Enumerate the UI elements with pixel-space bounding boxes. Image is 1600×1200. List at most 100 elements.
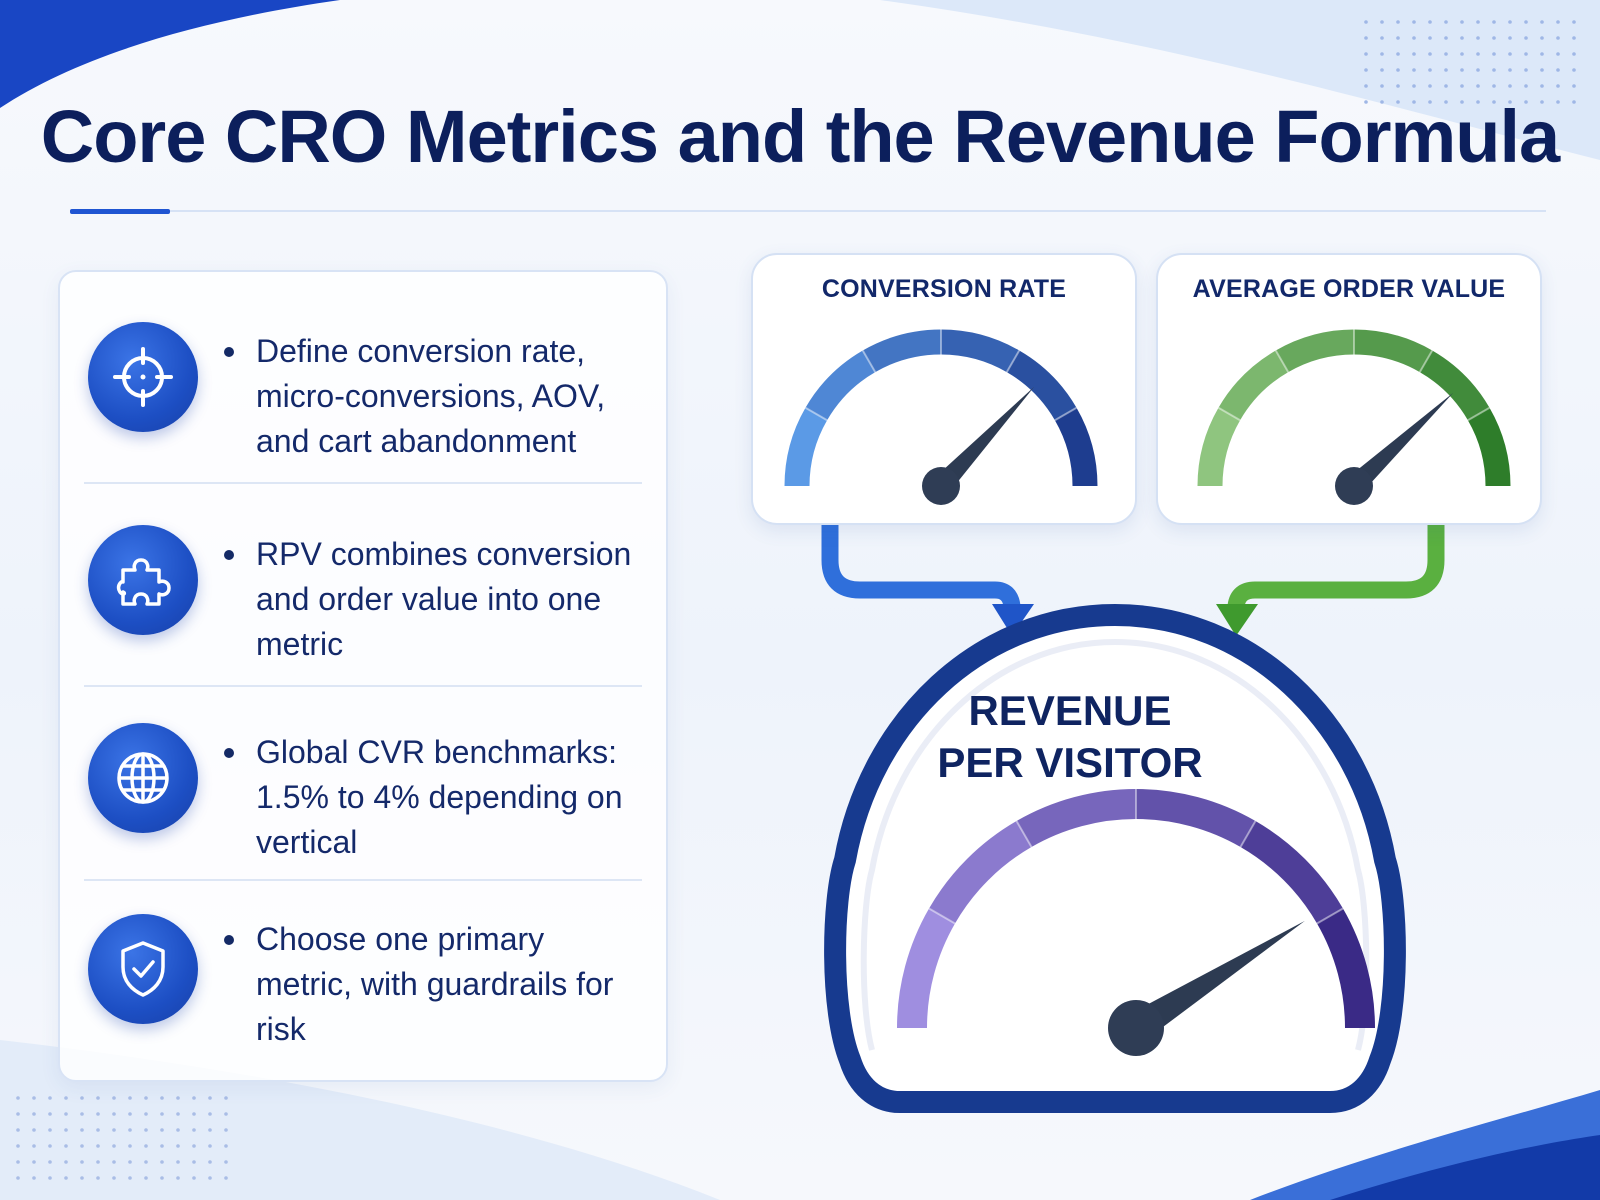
decor-dot (1572, 36, 1576, 40)
decor-dot (1572, 100, 1576, 104)
conversion-rate-arc-segment (862, 329, 942, 373)
decor-dot (176, 1112, 180, 1116)
decor-dot (1396, 100, 1400, 104)
decor-dot (32, 1176, 36, 1180)
decor-dot (1396, 52, 1400, 56)
decor-dot (1428, 20, 1432, 24)
decor-dot (192, 1160, 196, 1164)
rpv-gauge-inner-shadow (860, 638, 1370, 1051)
decor-dot (160, 1096, 164, 1100)
decor-dot (224, 1160, 228, 1164)
decor-dot (1396, 84, 1400, 88)
decor-dot (32, 1096, 36, 1100)
decor-dot (160, 1160, 164, 1164)
decor-dot (1492, 20, 1496, 24)
decor-dot (1364, 100, 1368, 104)
decor-dot (176, 1176, 180, 1180)
decor-dot (1556, 100, 1560, 104)
decor-dot (176, 1160, 180, 1164)
decor-dot (1508, 100, 1512, 104)
decor-dot (1508, 20, 1512, 24)
conversion-rate-needle (933, 386, 1035, 494)
decor-dot (1380, 20, 1384, 24)
decor-dot (128, 1144, 132, 1148)
decor-dot (1556, 20, 1560, 24)
decor-dot (1364, 36, 1368, 40)
dot-pattern-top-right (1364, 20, 1576, 104)
decor-dot (160, 1144, 164, 1148)
decor-dot (1476, 68, 1480, 72)
arrow-aov-to-rpv (1227, 522, 1445, 608)
decor-dot (128, 1112, 132, 1116)
decor-dot (208, 1096, 212, 1100)
bullet-dot (224, 935, 234, 945)
decor-dot (1364, 84, 1368, 88)
list-item: Global CVR benchmarks: 1.5% to 4% depend… (60, 685, 666, 875)
list-item: Define conversion rate, micro-conversion… (60, 282, 666, 472)
decor-dot (208, 1160, 212, 1164)
decor-dot (112, 1112, 116, 1116)
decor-dot (1572, 52, 1576, 56)
decor-dot (224, 1176, 228, 1180)
average-order-value-arc-divider (1418, 349, 1434, 373)
decor-dot (224, 1096, 228, 1100)
decor-dot (144, 1096, 148, 1100)
decor-dot (128, 1176, 132, 1180)
decor-dot (1396, 36, 1400, 40)
decor-dot (144, 1112, 148, 1116)
decor-dot (1460, 52, 1464, 56)
rpv-gauge-frame (824, 603, 1406, 1113)
decor-dot (1460, 20, 1464, 24)
decor-dot (1380, 68, 1384, 72)
decor-dot (192, 1144, 196, 1148)
decor-dot (32, 1112, 36, 1116)
decor-dot (1380, 36, 1384, 40)
conversion-rate-gauge (784, 329, 1098, 505)
average-order-value-label: AVERAGE ORDER VALUE (1192, 275, 1506, 303)
decor-dot (144, 1144, 148, 1148)
decor-dot (32, 1160, 36, 1164)
decor-dot (48, 1176, 52, 1180)
decor-dot (64, 1112, 68, 1116)
conversion-rate-arc-divider (861, 349, 877, 373)
decor-dot (112, 1144, 116, 1148)
decor-dot (1444, 36, 1448, 40)
decor-dot (1444, 52, 1448, 56)
decor-dot (48, 1128, 52, 1132)
revenue-per-visitor-arc-divider (1239, 820, 1257, 848)
conversion-rate-arc-segment (1006, 350, 1077, 421)
decor-dot (112, 1128, 116, 1132)
decor-dot (1380, 100, 1384, 104)
decor-dot (176, 1144, 180, 1148)
conversion-rate-arc-divider (1005, 349, 1021, 373)
bullet-dot (224, 347, 234, 357)
puzzle-piece-icon (88, 525, 198, 635)
revenue-per-visitor-arc-segment (929, 821, 1032, 924)
decor-dot (1508, 52, 1512, 56)
decor-dot (128, 1128, 132, 1132)
decor-dot (192, 1176, 196, 1180)
conversion-rate-arc-segment (805, 350, 876, 421)
decor-dot (16, 1160, 20, 1164)
decor-dot (16, 1112, 20, 1116)
dot-pattern-bottom-left (16, 1096, 228, 1180)
decor-dot (1428, 68, 1432, 72)
revenue-per-visitor-arc-segment (1240, 821, 1343, 924)
list-item-text: Global CVR benchmarks: 1.5% to 4% depend… (256, 734, 623, 860)
conversion-rate-needle-hub (922, 467, 960, 505)
title-underline (70, 210, 1546, 212)
page-title: Core CRO Metrics and the Revenue Formula (40, 95, 1560, 178)
average-order-value-arc-divider (1217, 406, 1241, 422)
decor-dot (1540, 68, 1544, 72)
conversion-rate-arc-segment (1054, 407, 1098, 487)
conversion-rate-label: CONVERSION RATE (821, 275, 1067, 303)
revenue-per-visitor-arc-divider (1015, 820, 1033, 848)
decor-dot (1364, 20, 1368, 24)
decor-dot (1540, 20, 1544, 24)
decor-dot (16, 1144, 20, 1148)
revenue-per-visitor-needle (1127, 920, 1305, 1042)
decor-dot (80, 1176, 84, 1180)
decor-dot (144, 1160, 148, 1164)
decor-dot (1444, 100, 1448, 104)
